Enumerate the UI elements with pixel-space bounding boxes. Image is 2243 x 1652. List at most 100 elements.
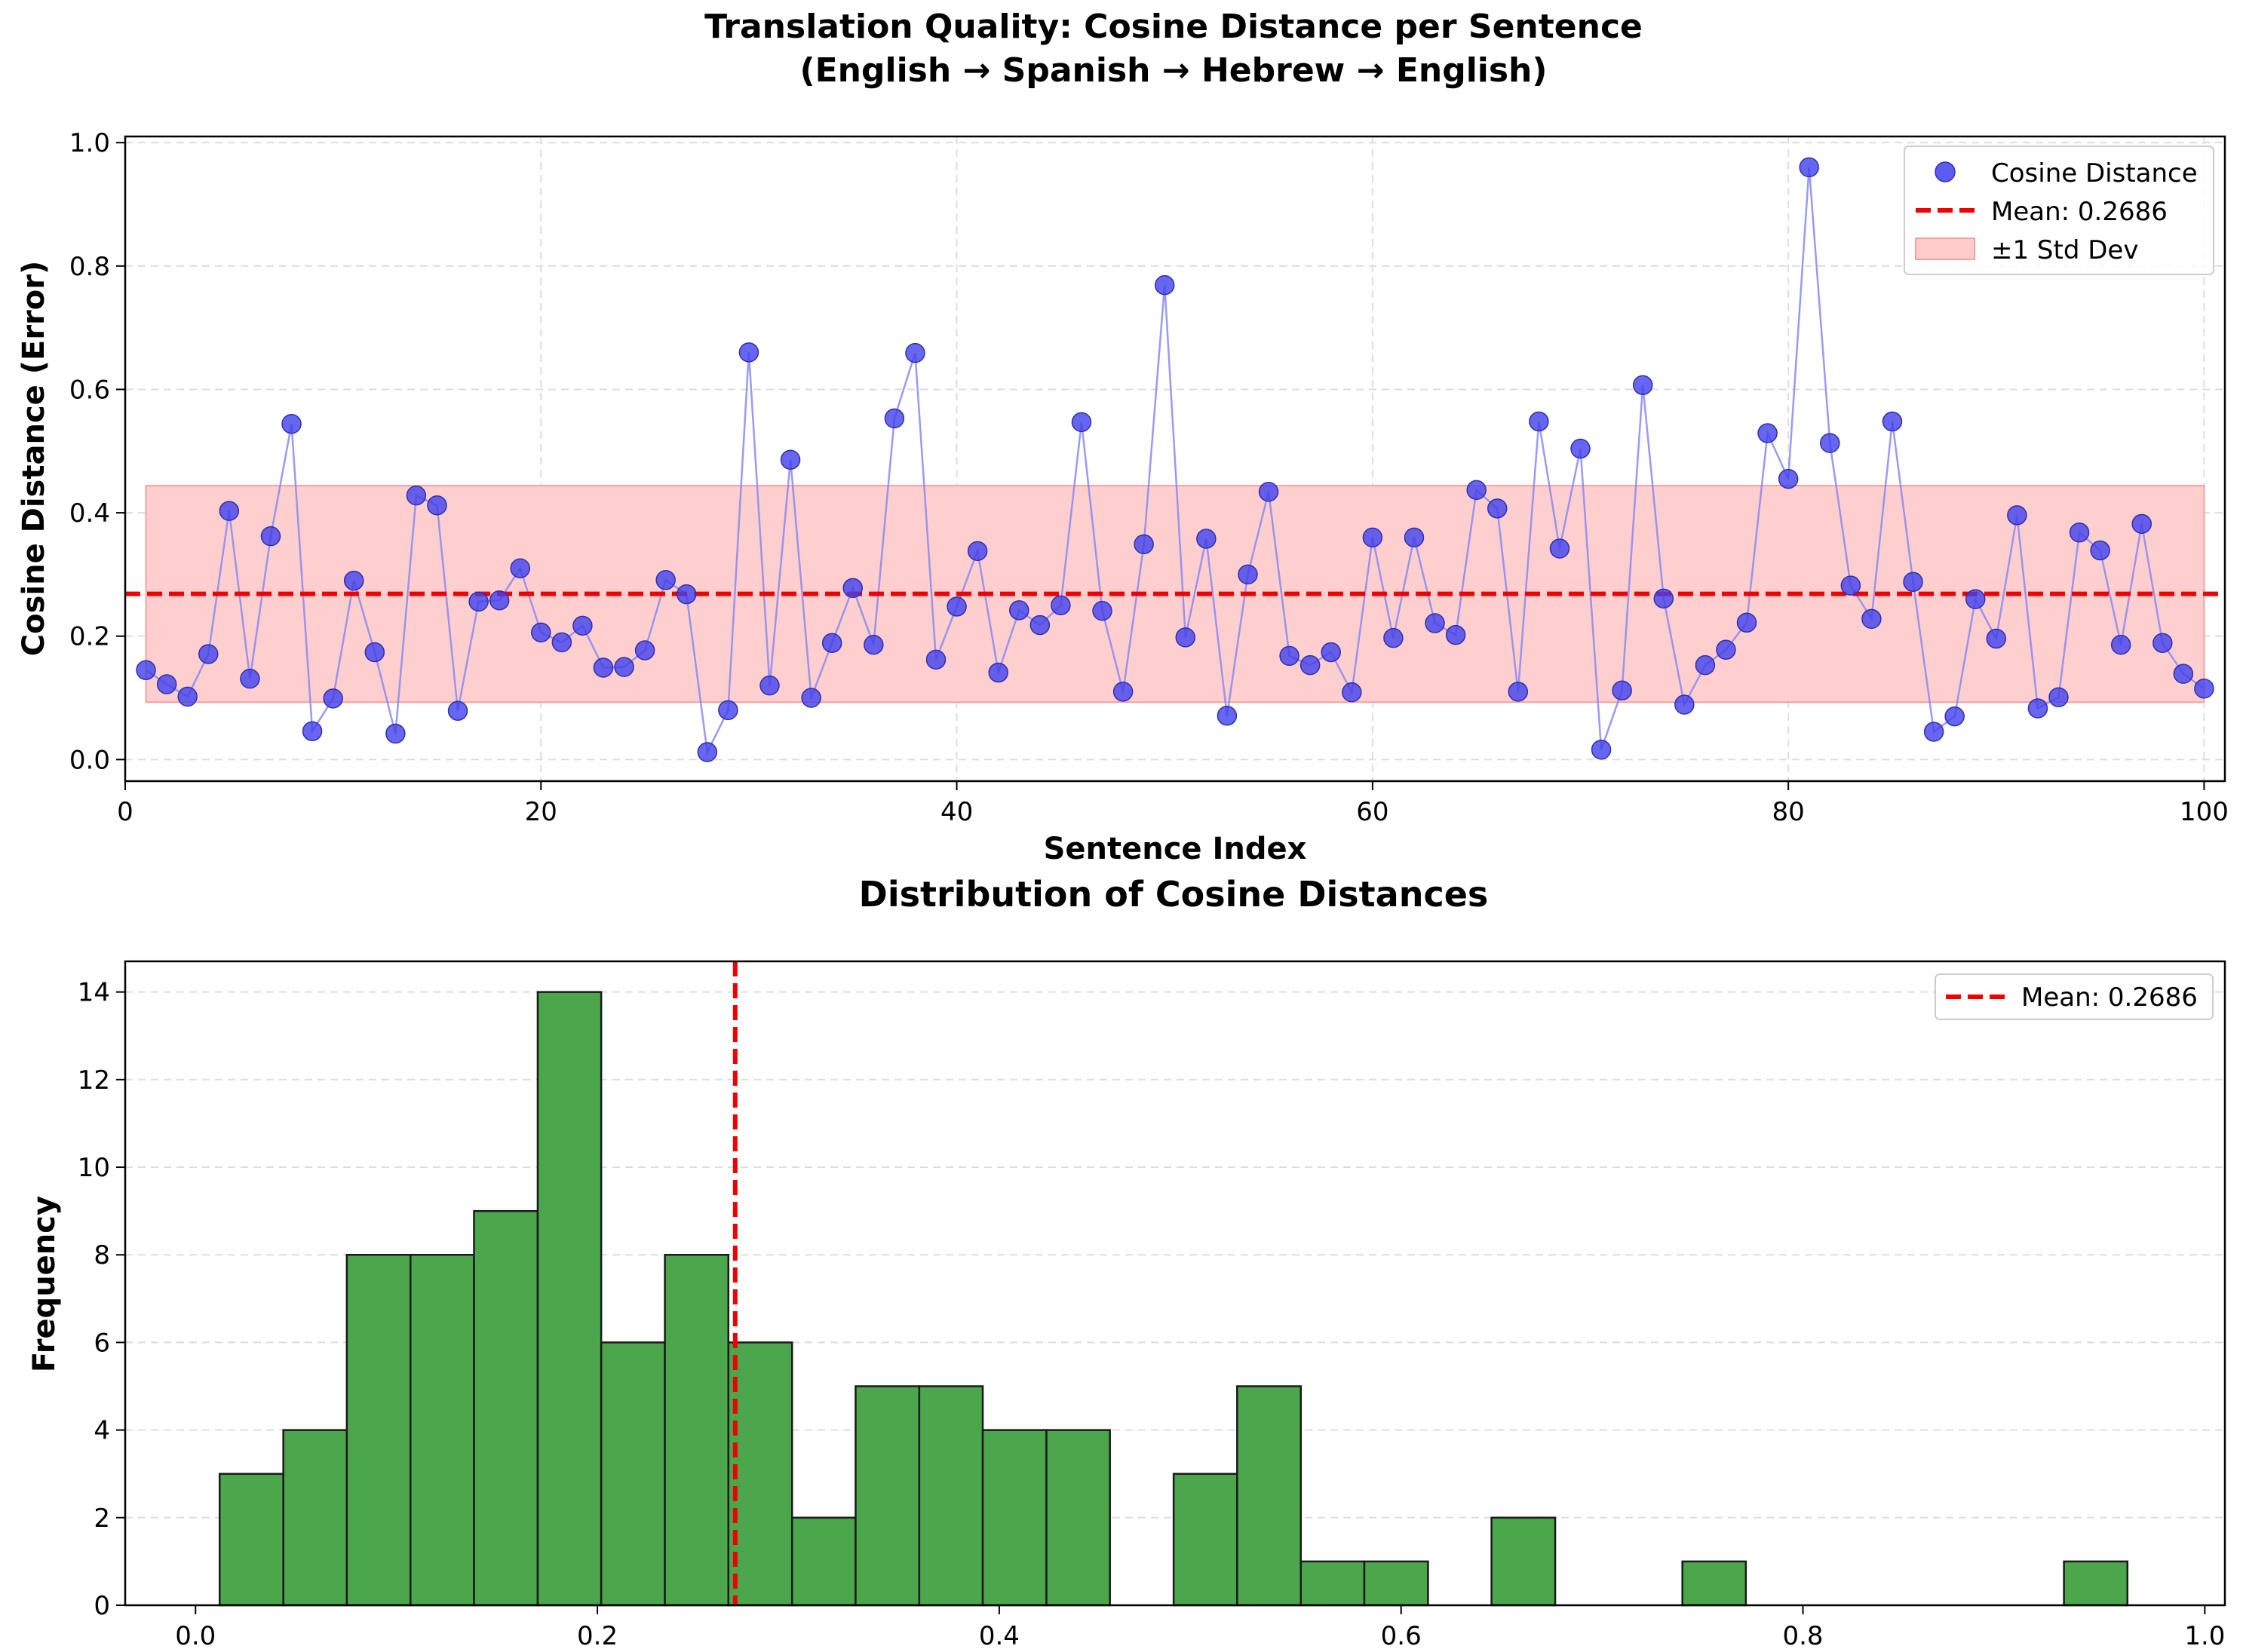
data-point bbox=[1071, 412, 1092, 433]
data-point bbox=[1529, 411, 1549, 432]
scatter-plot-frame bbox=[124, 135, 2226, 783]
data-point bbox=[801, 688, 821, 708]
data-point bbox=[281, 414, 302, 434]
histogram-bar bbox=[1363, 1560, 1429, 1607]
scatter-chart: Translation Quality: Cosine Distance per… bbox=[17, 8, 2229, 866]
data-point bbox=[864, 634, 884, 655]
data-point bbox=[1299, 654, 1321, 676]
scatter-y-ticks: 0.0 0.2 0.4 0.6 0.8 1.0 bbox=[69, 128, 125, 775]
histogram-plot-frame bbox=[124, 960, 2226, 1607]
data-point bbox=[614, 657, 634, 677]
data-point bbox=[531, 622, 551, 643]
scatter-x-tick-label: 40 bbox=[940, 797, 973, 827]
scatter-y-tick-label: 0.2 bbox=[69, 622, 110, 652]
data-point bbox=[427, 495, 447, 516]
data-point bbox=[1445, 624, 1466, 645]
data-point bbox=[1342, 682, 1362, 703]
histogram-bar bbox=[918, 1385, 984, 1607]
data-point bbox=[2152, 633, 2173, 653]
histogram-bar bbox=[600, 1341, 666, 1607]
data-point bbox=[198, 644, 219, 664]
histogram-y-tick-label: 0 bbox=[94, 1591, 110, 1621]
scatter-x-tick-label: 60 bbox=[1356, 797, 1388, 827]
scatter-x-tick-label: 0 bbox=[117, 797, 133, 827]
histogram-bar bbox=[1045, 1429, 1111, 1607]
data-point bbox=[2048, 687, 2069, 707]
data-point bbox=[2131, 513, 2152, 535]
data-point bbox=[1778, 468, 1799, 489]
data-point bbox=[1029, 615, 1051, 636]
histogram-bar bbox=[1172, 1473, 1238, 1607]
data-point bbox=[1695, 654, 1716, 676]
data-point bbox=[489, 590, 510, 611]
data-point bbox=[1799, 157, 1819, 178]
data-point bbox=[572, 615, 593, 636]
data-point bbox=[759, 675, 780, 696]
data-point bbox=[1238, 564, 1258, 585]
data-point bbox=[2069, 523, 2090, 543]
histogram-y-tick-label: 14 bbox=[78, 978, 110, 1008]
data-point bbox=[738, 342, 759, 363]
data-point bbox=[842, 578, 864, 599]
data-point bbox=[2173, 664, 2194, 684]
scatter-x-tick-label: 80 bbox=[1772, 797, 1805, 827]
data-point bbox=[1965, 589, 1986, 609]
series-line-layer bbox=[145, 167, 2205, 756]
scatter-x-ticks: 0 20 40 60 80 100 bbox=[117, 781, 2229, 827]
scatter-y-tick-label: 0.6 bbox=[69, 375, 110, 405]
data-point bbox=[1362, 527, 1383, 548]
histogram-title: Distribution of Cosine Distances bbox=[859, 874, 1489, 915]
histogram-bar bbox=[981, 1429, 1048, 1607]
data-point bbox=[1653, 588, 1674, 609]
data-point bbox=[364, 642, 385, 663]
histogram-y-tick-label: 4 bbox=[94, 1416, 110, 1446]
data-point bbox=[260, 526, 281, 547]
histogram-x-tick-label: 0.4 bbox=[979, 1621, 1020, 1651]
data-point bbox=[385, 723, 406, 744]
data-point bbox=[406, 485, 427, 506]
data-point bbox=[219, 501, 240, 521]
scatter-y-axis-label: Cosine Distance (Error) bbox=[17, 261, 51, 657]
data-point bbox=[177, 686, 198, 707]
data-point bbox=[323, 688, 343, 709]
data-point bbox=[1092, 600, 1112, 621]
series-line bbox=[145, 167, 2205, 756]
histogram-x-tick-label: 0.0 bbox=[175, 1621, 216, 1651]
histogram-bar bbox=[2063, 1560, 2129, 1607]
data-point bbox=[967, 541, 988, 562]
histogram-y-tick-label: 10 bbox=[78, 1153, 110, 1183]
data-point bbox=[947, 596, 967, 617]
data-point bbox=[1757, 423, 1778, 443]
histogram-x-ticks: 0.0 0.2 0.4 0.6 0.8 1.0 bbox=[175, 1605, 2225, 1651]
data-point bbox=[1591, 740, 1612, 760]
data-point bbox=[343, 570, 364, 591]
legend-label-points: Cosine Distance bbox=[1991, 158, 2198, 188]
histogram-bar bbox=[536, 991, 603, 1607]
histogram-y-tick-label: 12 bbox=[78, 1065, 110, 1096]
data-point bbox=[1196, 529, 1217, 549]
data-point bbox=[551, 632, 572, 653]
data-point bbox=[1632, 375, 1653, 395]
histogram-legend-label-mean: Mean: 0.2686 bbox=[2021, 982, 2198, 1013]
data-point bbox=[634, 640, 655, 660]
scatter-title-line1: Translation Quality: Cosine Distance per… bbox=[704, 8, 1643, 46]
data-point bbox=[905, 342, 925, 363]
histogram-bar bbox=[1681, 1560, 1747, 1607]
data-point bbox=[1986, 628, 2007, 649]
data-point bbox=[1944, 706, 1965, 727]
data-point bbox=[2027, 698, 2048, 719]
histogram-bar bbox=[410, 1253, 475, 1607]
histogram-y-ticks: 0 2 4 6 8 10 12 14 bbox=[78, 978, 125, 1621]
data-point bbox=[1508, 682, 1529, 702]
data-point bbox=[1279, 645, 1299, 667]
data-point bbox=[1383, 627, 1404, 648]
legend-label-mean: Mean: 0.2686 bbox=[1991, 197, 2168, 227]
data-point bbox=[240, 668, 260, 689]
histogram-legend: Mean: 0.2686 bbox=[1935, 973, 2214, 1020]
data-point bbox=[593, 657, 614, 678]
data-point bbox=[1903, 572, 1923, 592]
data-point bbox=[1923, 722, 1944, 742]
data-point bbox=[2007, 505, 2027, 526]
histogram-bar bbox=[1299, 1560, 1366, 1607]
